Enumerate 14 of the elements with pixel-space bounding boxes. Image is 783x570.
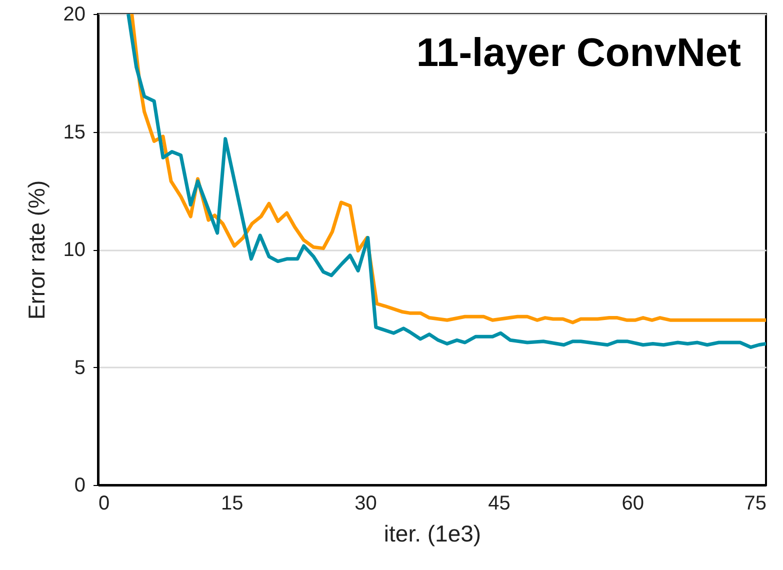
y-tick-label: 0: [74, 474, 86, 496]
x-axis-title: iter. (1e3): [384, 520, 482, 546]
x-tick-label: 75: [744, 492, 766, 514]
x-tick-label: 15: [220, 492, 244, 514]
x-tick-label: 30: [354, 492, 377, 514]
y-axis-title: Error rate (%): [23, 180, 50, 320]
y-tick-label: 15: [63, 121, 86, 144]
x-tick-label: 45: [488, 492, 510, 514]
x-tick-label: 60: [622, 492, 644, 514]
y-tick-label: 5: [74, 356, 86, 379]
y-tick-label: 10: [63, 239, 86, 261]
chart-title: 11-layer ConvNet: [416, 31, 741, 75]
y-tick-label: 20: [63, 4, 86, 26]
x-tick-label: 0: [98, 492, 110, 514]
